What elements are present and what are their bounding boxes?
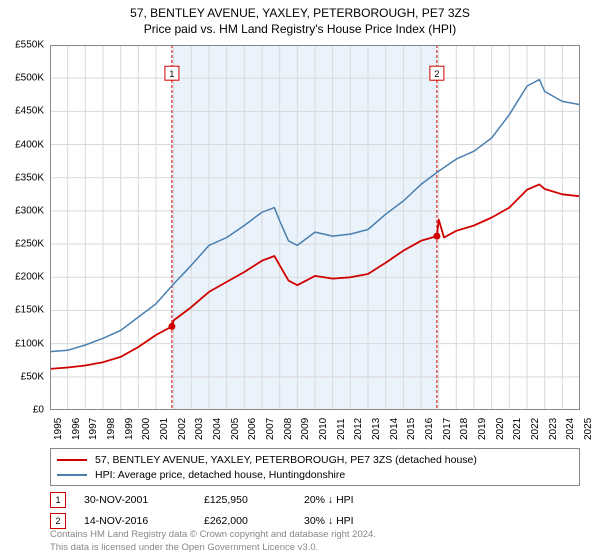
x-axis-labels: 1995 1996 1997 1998 1999 2000 2001 2002 2003 2004… xyxy=(50,412,580,442)
x-tick-label: 2014 xyxy=(389,418,400,440)
sale-marker-2: 2 xyxy=(50,513,66,529)
chart-container: 57, BENTLEY AVENUE, YAXLEY, PETERBOROUGH… xyxy=(0,0,600,560)
footer-line-1: Contains HM Land Registry data © Crown c… xyxy=(50,529,376,541)
x-tick-label: 2004 xyxy=(212,418,223,440)
x-tick-label: 2021 xyxy=(512,418,523,440)
y-axis-labels: £0£50K£100K£150K£200K£250K£300K£350K£400… xyxy=(0,45,48,410)
x-tick-label: 2017 xyxy=(442,418,453,440)
x-tick-label: 2008 xyxy=(283,418,294,440)
x-tick-label: 1999 xyxy=(124,418,135,440)
y-tick-label: £250K xyxy=(15,239,44,250)
sale-row-2: 2 14-NOV-2016 £262,000 30% ↓ HPI xyxy=(50,513,580,529)
y-tick-label: £100K xyxy=(15,338,44,349)
y-tick-label: £0 xyxy=(33,405,44,416)
legend-row: HPI: Average price, detached house, Hunt… xyxy=(57,467,573,482)
x-tick-label: 2003 xyxy=(194,418,205,440)
footer-line-2: This data is licensed under the Open Gov… xyxy=(50,542,376,554)
chart-svg: 12 xyxy=(50,45,580,410)
x-tick-label: 1998 xyxy=(106,418,117,440)
title-block: 57, BENTLEY AVENUE, YAXLEY, PETERBOROUGH… xyxy=(0,0,600,37)
legend-label: HPI: Average price, detached house, Hunt… xyxy=(95,469,345,481)
x-tick-label: 2023 xyxy=(548,418,559,440)
title-line-2: Price paid vs. HM Land Registry's House … xyxy=(0,22,600,38)
x-tick-label: 2007 xyxy=(265,418,276,440)
y-tick-label: £300K xyxy=(15,205,44,216)
legend-swatch xyxy=(57,459,87,461)
svg-text:1: 1 xyxy=(169,69,174,79)
legend-swatch xyxy=(57,474,87,476)
x-tick-label: 2006 xyxy=(247,418,258,440)
sale-date-1: 30-NOV-2001 xyxy=(84,494,204,506)
x-tick-label: 2005 xyxy=(230,418,241,440)
title-line-1: 57, BENTLEY AVENUE, YAXLEY, PETERBOROUGH… xyxy=(0,6,600,22)
x-tick-label: 2024 xyxy=(565,418,576,440)
chart-area: 12 xyxy=(50,45,580,410)
x-tick-label: 1995 xyxy=(53,418,64,440)
y-tick-label: £500K xyxy=(15,73,44,84)
y-tick-label: £550K xyxy=(15,40,44,51)
y-tick-label: £200K xyxy=(15,272,44,283)
sale-row-1: 1 30-NOV-2001 £125,950 20% ↓ HPI xyxy=(50,492,580,508)
x-tick-label: 2001 xyxy=(159,418,170,440)
x-tick-label: 2022 xyxy=(530,418,541,440)
x-tick-label: 2025 xyxy=(583,418,594,440)
x-tick-label: 2015 xyxy=(406,418,417,440)
x-tick-label: 2018 xyxy=(459,418,470,440)
y-tick-label: £350K xyxy=(15,172,44,183)
x-tick-label: 2012 xyxy=(353,418,364,440)
sale-price-2: £262,000 xyxy=(204,515,304,527)
x-tick-label: 2020 xyxy=(495,418,506,440)
legend-box: 57, BENTLEY AVENUE, YAXLEY, PETERBOROUGH… xyxy=(50,448,580,486)
x-tick-label: 2010 xyxy=(318,418,329,440)
x-tick-label: 2013 xyxy=(371,418,382,440)
y-tick-label: £400K xyxy=(15,139,44,150)
x-tick-label: 1996 xyxy=(71,418,82,440)
sale-diff-1: 20% ↓ HPI xyxy=(304,494,404,506)
y-tick-label: £50K xyxy=(21,371,44,382)
x-tick-label: 2000 xyxy=(141,418,152,440)
x-tick-label: 2019 xyxy=(477,418,488,440)
x-tick-label: 2011 xyxy=(336,418,347,440)
x-tick-label: 2009 xyxy=(300,418,311,440)
x-tick-label: 2016 xyxy=(424,418,435,440)
sale-diff-2: 30% ↓ HPI xyxy=(304,515,404,527)
y-tick-label: £450K xyxy=(15,106,44,117)
sale-price-1: £125,950 xyxy=(204,494,304,506)
legend-label: 57, BENTLEY AVENUE, YAXLEY, PETERBOROUGH… xyxy=(95,454,477,466)
x-tick-label: 1997 xyxy=(88,418,99,440)
y-tick-label: £150K xyxy=(15,305,44,316)
legend-row: 57, BENTLEY AVENUE, YAXLEY, PETERBOROUGH… xyxy=(57,452,573,467)
svg-text:2: 2 xyxy=(434,69,439,79)
sale-date-2: 14-NOV-2016 xyxy=(84,515,204,527)
shaded-band xyxy=(172,45,437,410)
footer-text: Contains HM Land Registry data © Crown c… xyxy=(50,529,376,554)
x-tick-label: 2002 xyxy=(177,418,188,440)
sale-marker-1: 1 xyxy=(50,492,66,508)
